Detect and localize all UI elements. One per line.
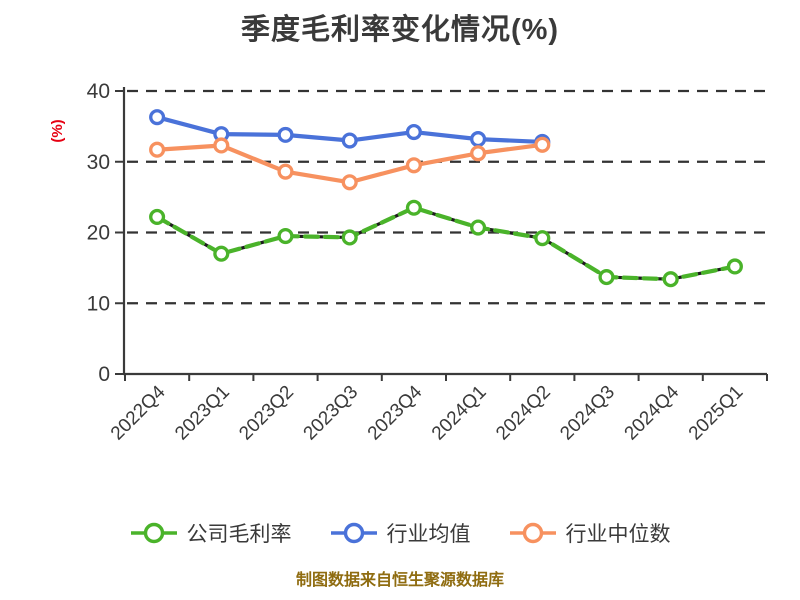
x-tick-label: 2024Q3 <box>556 382 619 445</box>
data-point-marker <box>470 145 487 162</box>
legend-line-marker-icon <box>330 522 377 544</box>
data-point-marker <box>213 245 230 262</box>
legend-item-industry-mean: 行业均值 <box>330 518 471 548</box>
legend: 公司毛利率 行业均值 行业中位数 <box>0 518 800 548</box>
data-point-marker <box>213 137 230 154</box>
data-point-marker <box>277 126 294 143</box>
y-tick-label: 20 <box>87 222 110 245</box>
data-point-marker <box>534 230 551 247</box>
y-tick-label: 30 <box>87 151 110 174</box>
data-point-marker <box>470 219 487 236</box>
x-tick-label: 2023Q3 <box>300 382 363 445</box>
data-point-marker <box>149 208 166 225</box>
legend-line-marker-icon <box>130 522 177 544</box>
x-tick-label: 2024Q4 <box>621 381 684 444</box>
data-point-marker <box>405 123 422 141</box>
legend-item-company-margin: 公司毛利率 <box>130 518 292 548</box>
data-point-marker <box>726 258 743 275</box>
x-tick-label: 2025Q1 <box>685 382 748 445</box>
y-tick-label: 10 <box>87 292 110 315</box>
data-point-marker <box>405 157 422 174</box>
data-point-marker <box>470 131 487 148</box>
x-tick-label: 2023Q4 <box>364 381 427 444</box>
data-source-note: 制图数据来自恒生聚源数据库 <box>295 572 504 589</box>
data-point-marker <box>662 271 679 288</box>
legend-label-company-margin: 公司毛利率 <box>186 523 292 546</box>
x-tick-label: 2024Q1 <box>428 382 491 445</box>
legend-line-marker-icon <box>509 522 556 544</box>
legend-item-industry-median: 行业中位数 <box>509 518 671 548</box>
data-point-marker <box>149 141 166 158</box>
y-tick-label: 0 <box>98 363 110 386</box>
data-point-marker <box>341 174 358 191</box>
legend-label-industry-median: 行业中位数 <box>565 523 671 546</box>
x-tick-label: 2023Q1 <box>171 382 234 445</box>
data-point-marker <box>149 109 166 126</box>
x-tick-label: 2022Q4 <box>107 381 170 444</box>
y-tick-label: 40 <box>87 80 110 103</box>
chart-title: 季度毛利率变化情况(%) <box>240 14 560 46</box>
data-point-marker <box>341 132 358 149</box>
x-tick-label: 2023Q2 <box>235 382 298 445</box>
y-axis-unit-label: (%) <box>49 119 66 142</box>
legend-label-industry-mean: 行业均值 <box>386 523 471 546</box>
data-point-marker <box>598 269 615 286</box>
data-point-marker <box>277 227 294 245</box>
data-point-marker <box>341 229 358 246</box>
data-point-marker <box>277 163 294 180</box>
x-tick-label: 2024Q2 <box>492 382 555 445</box>
series-line-公司毛利率 <box>155 205 737 282</box>
data-point-marker <box>405 199 422 216</box>
data-point-marker <box>534 136 551 153</box>
